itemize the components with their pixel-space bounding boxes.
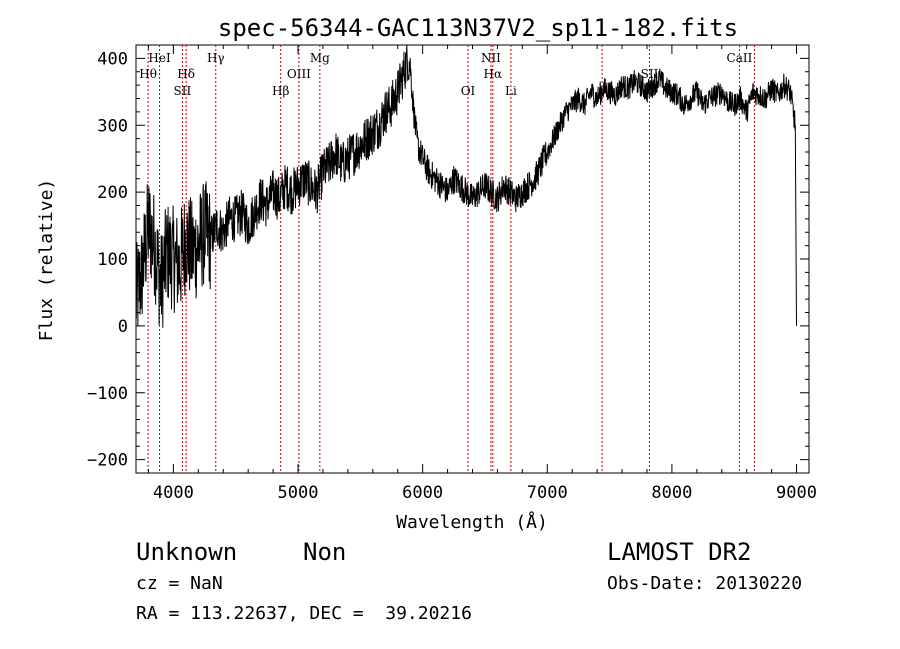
spectral-line-label: OI	[461, 84, 476, 98]
survey-name: LAMOST DR2	[607, 538, 752, 566]
x-tick-label: 7000	[527, 483, 568, 503]
spectral-line-label: Hδ	[177, 67, 195, 81]
sky-coordinates: RA = 113.22637, DEC = 39.20216	[136, 603, 472, 624]
y-tick-label: 400	[97, 49, 128, 69]
plot-frame	[135, 44, 810, 474]
y-tick-label: −200	[87, 451, 128, 471]
x-tick-label: 9000	[776, 483, 817, 503]
x-tick-label: 5000	[278, 483, 319, 503]
object-subclass: Non	[303, 538, 347, 566]
y-tick-label: 300	[97, 116, 128, 136]
spectral-line-label: Hθ	[139, 67, 157, 81]
x-axis-label: Wavelength (Å)	[396, 511, 548, 533]
spectral-line-label: OIII	[287, 67, 311, 81]
axis-tick-layer: 4000 5000 6000 7000 8000 9000 −200 −100 0 100 200 3…	[87, 45, 817, 503]
spectral-line-label: Mg	[310, 51, 330, 65]
spectral-line-label: HeI	[148, 51, 171, 65]
y-tick-label: 0	[118, 317, 128, 337]
chart-title: spec-56344-GAC113N37V2_sp11-182.fits	[218, 14, 738, 42]
spectral-line-label: SII	[174, 84, 192, 98]
redshift-value: cz = NaN	[136, 573, 223, 594]
spectral-line-label: Hγ	[207, 51, 225, 65]
observation-date: Obs-Date: 20130220	[607, 573, 803, 594]
spectral-line-label: Li	[505, 84, 517, 98]
spectral-line-label: CaII	[727, 51, 753, 65]
x-tick-label: 8000	[651, 483, 692, 503]
spectrum-line	[135, 44, 797, 328]
spectral-line-label: Hβ	[272, 84, 289, 98]
spectral-line-label: Hα	[484, 67, 503, 81]
y-tick-label: −100	[87, 384, 128, 404]
y-tick-label: 200	[97, 183, 128, 203]
spectral-line-label: NII	[481, 51, 501, 65]
object-class: Unknown	[136, 538, 238, 566]
x-tick-label: 6000	[402, 483, 443, 503]
y-axis-label: Flux (relative)	[36, 179, 57, 342]
y-tick-label: 100	[97, 250, 128, 270]
x-tick-label: 4000	[153, 483, 194, 503]
